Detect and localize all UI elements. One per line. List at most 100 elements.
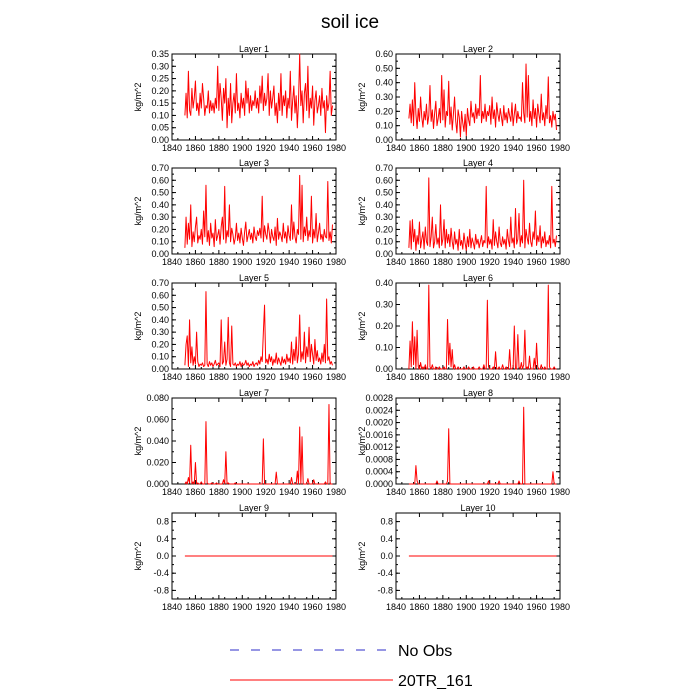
panel-4-title: Layer 4 bbox=[463, 158, 493, 168]
panel-7-frame bbox=[171, 397, 337, 485]
panel-1-xtick-label-7: 1980 bbox=[326, 143, 346, 153]
panel-7-xtick-label-7: 1980 bbox=[326, 487, 346, 497]
legend-label-no-obs: No Obs bbox=[398, 643, 452, 660]
panel-8-xtick-label-6: 1960 bbox=[527, 487, 547, 497]
legend-label-20tr-161: 20TR_161 bbox=[398, 673, 473, 690]
panel-9-ylabel: kg/m^2 bbox=[133, 542, 143, 571]
panel-5-ytick-label-4: 0.40 bbox=[151, 315, 169, 325]
panel-1-ytick-label-1: 0.05 bbox=[151, 123, 169, 133]
panel-3-xtick-label-0: 1840 bbox=[162, 257, 182, 267]
panel-8-xtick-label-4: 1920 bbox=[480, 487, 500, 497]
panel-5-ytick-label-7: 0.70 bbox=[151, 278, 169, 288]
panel-1-xtick-label-1: 1860 bbox=[185, 143, 205, 153]
panel-7-title: Layer 7 bbox=[239, 388, 269, 398]
panel-4-ytick-label-5: 0.50 bbox=[375, 188, 393, 198]
panel-5-ytick-label-5: 0.50 bbox=[151, 303, 169, 313]
panel-8-ytick-label-0: 0.0000 bbox=[365, 479, 393, 489]
panel-5-xtick-label-4: 1920 bbox=[256, 372, 276, 382]
panel-5-xtick-label-7: 1980 bbox=[326, 372, 346, 382]
panel-5-xtick-label-6: 1960 bbox=[303, 372, 323, 382]
panel-3-ytick-label-6: 0.60 bbox=[151, 175, 169, 185]
panel-4-ytick-label-6: 0.60 bbox=[375, 175, 393, 185]
panel-1-ytick-label-2: 0.10 bbox=[151, 110, 169, 120]
panel-10: Layer 10 1840 1860 1880 1900 1920 1940 1960 1980… bbox=[357, 503, 570, 612]
panel-6-xtick-label-5: 1940 bbox=[503, 372, 523, 382]
panel-6-xtick-label-1: 1860 bbox=[409, 372, 429, 382]
panel-2-xtick-label-4: 1920 bbox=[480, 143, 500, 153]
panel-10-ytick-label-0: -0.8 bbox=[377, 585, 393, 595]
panel-2-xtick-label-7: 1980 bbox=[550, 143, 570, 153]
panel-7-xtick-label-4: 1920 bbox=[256, 487, 276, 497]
panel-3-ytick-label-4: 0.40 bbox=[151, 200, 169, 210]
panel-7-ytick-label-2: 0.040 bbox=[146, 436, 169, 446]
panel-8-ytick-label-7: 0.0028 bbox=[365, 393, 393, 403]
panel-2-xtick-label-1: 1860 bbox=[409, 143, 429, 153]
panel-2-ytick-label-1: 0.10 bbox=[375, 121, 393, 131]
panel-8-ytick-label-1: 0.0004 bbox=[365, 467, 393, 477]
panel-10-xtick-label-7: 1980 bbox=[550, 602, 570, 612]
panel-1-xtick-label-4: 1920 bbox=[256, 143, 276, 153]
panel-10-xtick-label-0: 1840 bbox=[386, 602, 406, 612]
panel-8-xtick-label-5: 1940 bbox=[503, 487, 523, 497]
panel-6-xtick-label-2: 1880 bbox=[433, 372, 453, 382]
panel-1-frame bbox=[171, 53, 337, 141]
panel-7: Layer 7 1840 1860 1880 1900 1920 1940 1960 1980 0… bbox=[133, 388, 346, 497]
panel-5-ytick-label-6: 0.60 bbox=[151, 290, 169, 300]
panel-4-ylabel: kg/m^2 bbox=[357, 197, 367, 226]
panel-8: Layer 8 1840 1860 1880 1900 1920 1940 1960 1980 0… bbox=[357, 388, 570, 497]
panel-10-ytick-label-2: 0.0 bbox=[380, 551, 393, 561]
panel-8-ytick-label-3: 0.0012 bbox=[365, 442, 393, 452]
panel-1-xtick-label-0: 1840 bbox=[162, 143, 182, 153]
panel-10-xtick-label-6: 1960 bbox=[527, 602, 547, 612]
panel-5-xtick-label-0: 1840 bbox=[162, 372, 182, 382]
panel-9-ytick-label-3: 0.4 bbox=[156, 534, 169, 544]
panel-8-ytick-label-5: 0.0020 bbox=[365, 418, 393, 428]
panel-7-xtick-label-6: 1960 bbox=[303, 487, 323, 497]
panel-4-series-line bbox=[408, 177, 557, 251]
panel-9-ytick-label-4: 0.8 bbox=[156, 517, 169, 527]
panel-4-xtick-label-3: 1900 bbox=[456, 257, 476, 267]
panel-7-xtick-label-3: 1900 bbox=[232, 487, 252, 497]
panel-7-ytick-label-4: 0.080 bbox=[146, 393, 169, 403]
panel-3-ytick-label-0: 0.00 bbox=[151, 249, 169, 259]
panel-10-ylabel: kg/m^2 bbox=[357, 542, 367, 571]
panel-4-xtick-label-1: 1860 bbox=[409, 257, 429, 267]
panel-9-xtick-label-3: 1900 bbox=[232, 602, 252, 612]
panel-1-series-line bbox=[184, 53, 333, 134]
panel-6-xtick-label-4: 1920 bbox=[480, 372, 500, 382]
panel-6-xtick-label-6: 1960 bbox=[527, 372, 547, 382]
panel-3-series-line bbox=[184, 174, 333, 248]
panel-8-xtick-label-0: 1840 bbox=[386, 487, 406, 497]
panel-6-ytick-label-1: 0.10 bbox=[375, 343, 393, 353]
panel-10-xtick-label-4: 1920 bbox=[480, 602, 500, 612]
panel-6: Layer 6 1840 1860 1880 1900 1920 1940 1960 1980 0… bbox=[357, 273, 570, 382]
panel-1-title: Layer 1 bbox=[239, 44, 269, 54]
panel-7-xtick-label-1: 1860 bbox=[185, 487, 205, 497]
panel-10-ytick-label-3: 0.4 bbox=[380, 534, 393, 544]
panel-2-xtick-label-3: 1900 bbox=[456, 143, 476, 153]
panel-9-xtick-label-5: 1940 bbox=[279, 602, 299, 612]
panel-4-xtick-label-7: 1980 bbox=[550, 257, 570, 267]
panel-9-title: Layer 9 bbox=[239, 503, 269, 513]
panel-4-xtick-label-2: 1880 bbox=[433, 257, 453, 267]
panel-5-xtick-label-1: 1860 bbox=[185, 372, 205, 382]
panel-1-ylabel: kg/m^2 bbox=[133, 83, 143, 112]
panel-9-xtick-label-2: 1880 bbox=[209, 602, 229, 612]
panel-4-ytick-label-4: 0.40 bbox=[375, 200, 393, 210]
panel-8-frame bbox=[395, 397, 561, 485]
panel-2-series-line bbox=[408, 63, 557, 138]
panel-9-xtick-label-1: 1860 bbox=[185, 602, 205, 612]
panel-9-xtick-label-4: 1920 bbox=[256, 602, 276, 612]
panel-3-xtick-label-6: 1960 bbox=[303, 257, 323, 267]
panel-2-xtick-label-6: 1960 bbox=[527, 143, 547, 153]
panel-8-ytick-label-4: 0.0016 bbox=[365, 430, 393, 440]
panel-10-xtick-label-1: 1860 bbox=[409, 602, 429, 612]
panel-6-title: Layer 6 bbox=[463, 273, 493, 283]
panel-4-xtick-label-4: 1920 bbox=[480, 257, 500, 267]
panel-6-xtick-label-7: 1980 bbox=[550, 372, 570, 382]
panel-4-ytick-label-7: 0.70 bbox=[375, 163, 393, 173]
panel-7-ytick-label-0: 0.000 bbox=[146, 479, 169, 489]
panel-1-xtick-label-5: 1940 bbox=[279, 143, 299, 153]
panel-2-ytick-label-6: 0.60 bbox=[375, 49, 393, 59]
